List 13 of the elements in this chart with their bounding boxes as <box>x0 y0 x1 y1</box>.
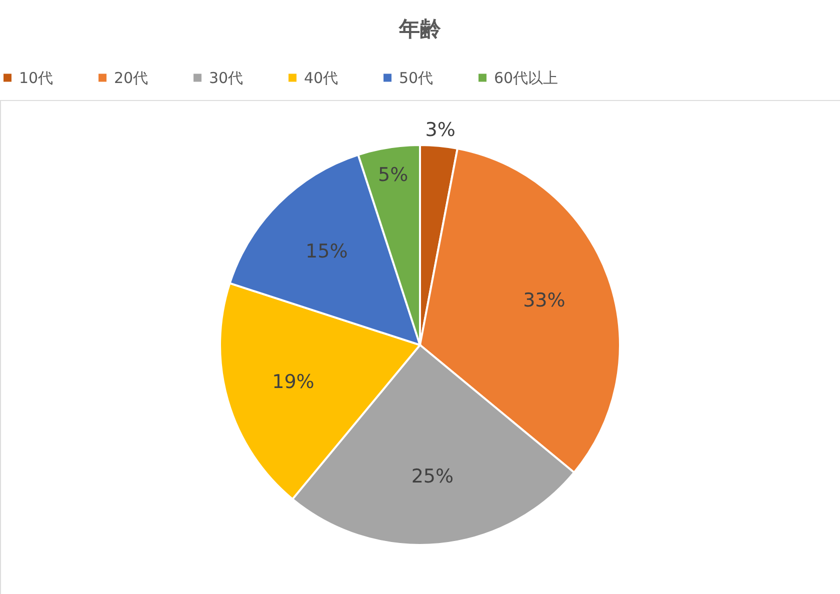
data-label: 25% <box>411 465 454 488</box>
chart-title: 年齢 <box>398 17 442 41</box>
data-label: 33% <box>523 289 566 312</box>
legend-label: 20代 <box>114 68 148 87</box>
legend-label: 60代以上 <box>494 68 558 87</box>
data-label: 3% <box>425 118 456 141</box>
data-label: 15% <box>306 240 348 263</box>
legend-label: 10代 <box>19 68 54 87</box>
legend-label: 50代 <box>399 68 434 87</box>
data-label: 5% <box>378 164 408 186</box>
data-label: 19% <box>272 370 314 393</box>
legend-label: 40代 <box>304 68 338 87</box>
legend-label: 30代 <box>209 68 244 87</box>
